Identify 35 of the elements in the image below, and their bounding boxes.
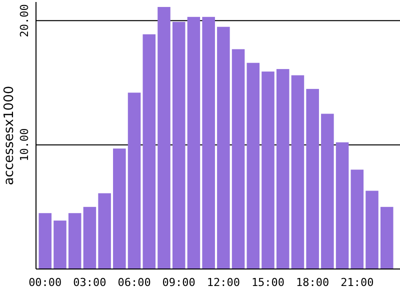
bar — [158, 6, 170, 269]
bar — [113, 148, 126, 269]
bar — [98, 193, 111, 269]
bar — [38, 213, 52, 269]
bar — [276, 69, 290, 269]
y-tick-label: 10.00 — [18, 128, 31, 162]
bar — [187, 16, 200, 269]
x-tick-label: 18:00 — [296, 276, 330, 289]
bar — [366, 190, 378, 269]
bar — [380, 206, 394, 269]
bar — [172, 22, 186, 269]
bar — [202, 16, 215, 269]
bar — [54, 220, 66, 269]
bar — [232, 49, 245, 269]
bar — [321, 114, 334, 269]
x-tick-label: 06:00 — [118, 276, 151, 289]
bar — [350, 170, 364, 269]
bar — [291, 75, 304, 269]
x-tick-label: 12:00 — [206, 276, 240, 289]
bar — [128, 92, 141, 269]
x-tick-label: 15:00 — [251, 276, 285, 289]
x-tick-label: 03:00 — [73, 276, 106, 289]
bar — [336, 142, 349, 269]
bar — [262, 72, 274, 269]
bar — [68, 213, 82, 269]
bar — [83, 206, 96, 269]
bar — [142, 34, 156, 269]
bar — [217, 26, 230, 269]
x-tick-label: 00:00 — [28, 276, 62, 289]
y-tick-label: 20.00 — [18, 4, 31, 38]
y-axis-title: accessesx1000 — [2, 86, 17, 186]
bar — [246, 62, 260, 269]
bar — [306, 88, 319, 269]
x-tick-label: 09:00 — [162, 276, 196, 289]
x-tick-label: 21:00 — [340, 276, 374, 289]
